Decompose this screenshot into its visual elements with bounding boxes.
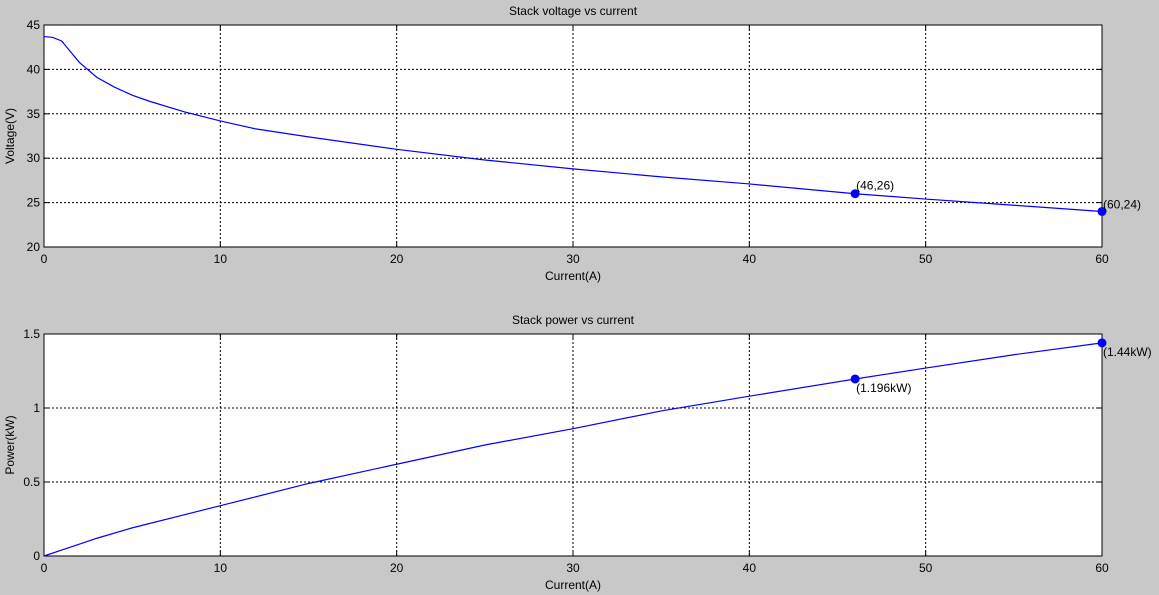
y-tick-label: 0.5 xyxy=(23,475,40,489)
x-tick-label: 40 xyxy=(743,252,757,266)
series-line xyxy=(43,35,1103,213)
y-tick-label: 1.5 xyxy=(23,327,40,341)
x-tick-label: 20 xyxy=(390,561,404,575)
series-line xyxy=(43,342,1103,557)
data-point-label: (60,24) xyxy=(1103,197,1141,211)
y-tick-label: 25 xyxy=(27,196,41,210)
x-tick-label: 10 xyxy=(214,252,228,266)
y-tick-label: 0 xyxy=(33,549,40,563)
x-axis-label: Current(A) xyxy=(545,578,601,592)
y-axis-label: Voltage(V) xyxy=(3,108,17,164)
data-point-label: (46,26) xyxy=(856,179,894,193)
data-point-marker xyxy=(1097,338,1107,348)
y-tick-label: 30 xyxy=(27,151,41,165)
x-tick-label: 0 xyxy=(41,252,48,266)
data-point-label: (1.44kW) xyxy=(1103,345,1152,359)
x-tick-label: 40 xyxy=(743,561,757,575)
x-tick-label: 10 xyxy=(214,561,228,575)
x-tick-label: 50 xyxy=(919,561,933,575)
x-tick-label: 0 xyxy=(41,561,48,575)
chart-title: Stack power vs current xyxy=(512,313,635,327)
x-tick-label: 60 xyxy=(1095,561,1109,575)
x-tick-label: 60 xyxy=(1095,252,1109,266)
y-tick-label: 40 xyxy=(27,62,41,76)
data-point-marker xyxy=(850,374,860,384)
power-plot: 0 10 20 30 40 50 60 0 0.5 1 1.5 Stack power vs curr… xyxy=(3,313,1152,592)
data-point-marker xyxy=(850,189,860,199)
data-point-marker xyxy=(1097,206,1107,216)
x-tick-label: 30 xyxy=(566,252,580,266)
x-tick-label: 30 xyxy=(566,561,580,575)
x-tick-label: 50 xyxy=(919,252,933,266)
x-axis-label: Current(A) xyxy=(545,269,601,283)
x-tick-label: 20 xyxy=(390,252,404,266)
voltage-plot: 0 10 20 30 40 50 60 20 25 30 35 40 45 Stack voltage v… xyxy=(3,4,1141,283)
data-point-label: (1.196kW) xyxy=(856,381,911,395)
y-tick-label: 35 xyxy=(27,107,41,121)
y-axis-label: Power(kW) xyxy=(3,415,17,474)
y-tick-label: 45 xyxy=(27,18,41,32)
chart-title: Stack voltage vs current xyxy=(509,4,638,18)
y-tick-label: 20 xyxy=(27,240,41,254)
y-tick-label: 1 xyxy=(33,401,40,415)
